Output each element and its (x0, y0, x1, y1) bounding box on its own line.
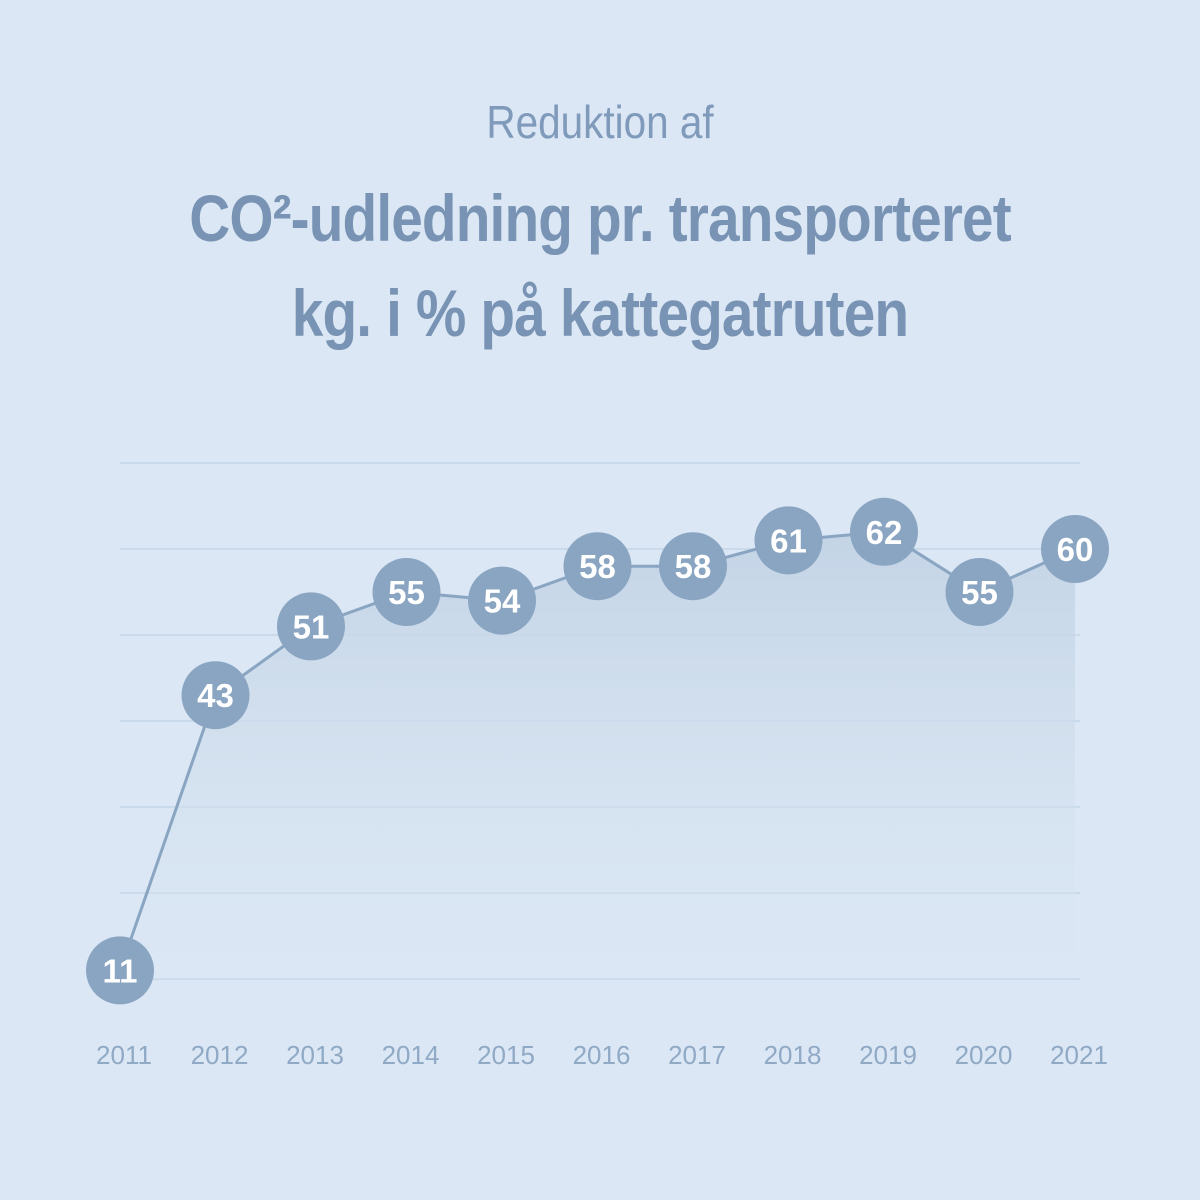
data-point (468, 566, 536, 635)
data-point (1041, 515, 1109, 583)
data-point (659, 532, 727, 601)
chart-title-line-1: CO²-udledning pr. transporteret (189, 181, 1011, 255)
x-tick-label: 2014 (382, 1040, 440, 1070)
x-tick-label: 2021 (1050, 1040, 1108, 1070)
data-label: 58 (579, 548, 616, 585)
x-tick-label: 2020 (955, 1040, 1013, 1070)
data-point (563, 532, 632, 601)
x-tick-label: 2019 (859, 1040, 917, 1070)
data-point (86, 936, 154, 1005)
x-tick-label: 2016 (573, 1040, 631, 1070)
data-label: 60 (1057, 531, 1094, 568)
chart-subtitle: Reduktion af (486, 96, 714, 148)
chart-title-line-2: kg. i % på kattegatruten (291, 276, 909, 350)
x-tick-label: 2011 (96, 1040, 152, 1070)
data-label: 55 (961, 574, 998, 611)
x-tick-label: 2017 (668, 1040, 726, 1070)
data-label: 55 (388, 574, 425, 611)
data-label: 62 (866, 514, 903, 551)
data-label: 54 (484, 583, 521, 620)
data-point (850, 497, 918, 566)
x-tick-label: 2013 (286, 1040, 344, 1070)
data-point (372, 558, 441, 626)
data-point (277, 592, 345, 661)
data-point (945, 558, 1014, 626)
data-point (181, 661, 250, 730)
data-label: 51 (293, 608, 330, 645)
data-label: 11 (103, 952, 138, 989)
area-fill (120, 531, 1075, 979)
x-tick-label: 2018 (764, 1040, 822, 1070)
data-label: 43 (197, 677, 234, 714)
x-tick-label: 2012 (191, 1040, 249, 1070)
data-label: 61 (770, 522, 807, 559)
data-point (754, 506, 823, 575)
data-label: 58 (675, 548, 712, 585)
x-tick-label: 2015 (477, 1040, 535, 1070)
